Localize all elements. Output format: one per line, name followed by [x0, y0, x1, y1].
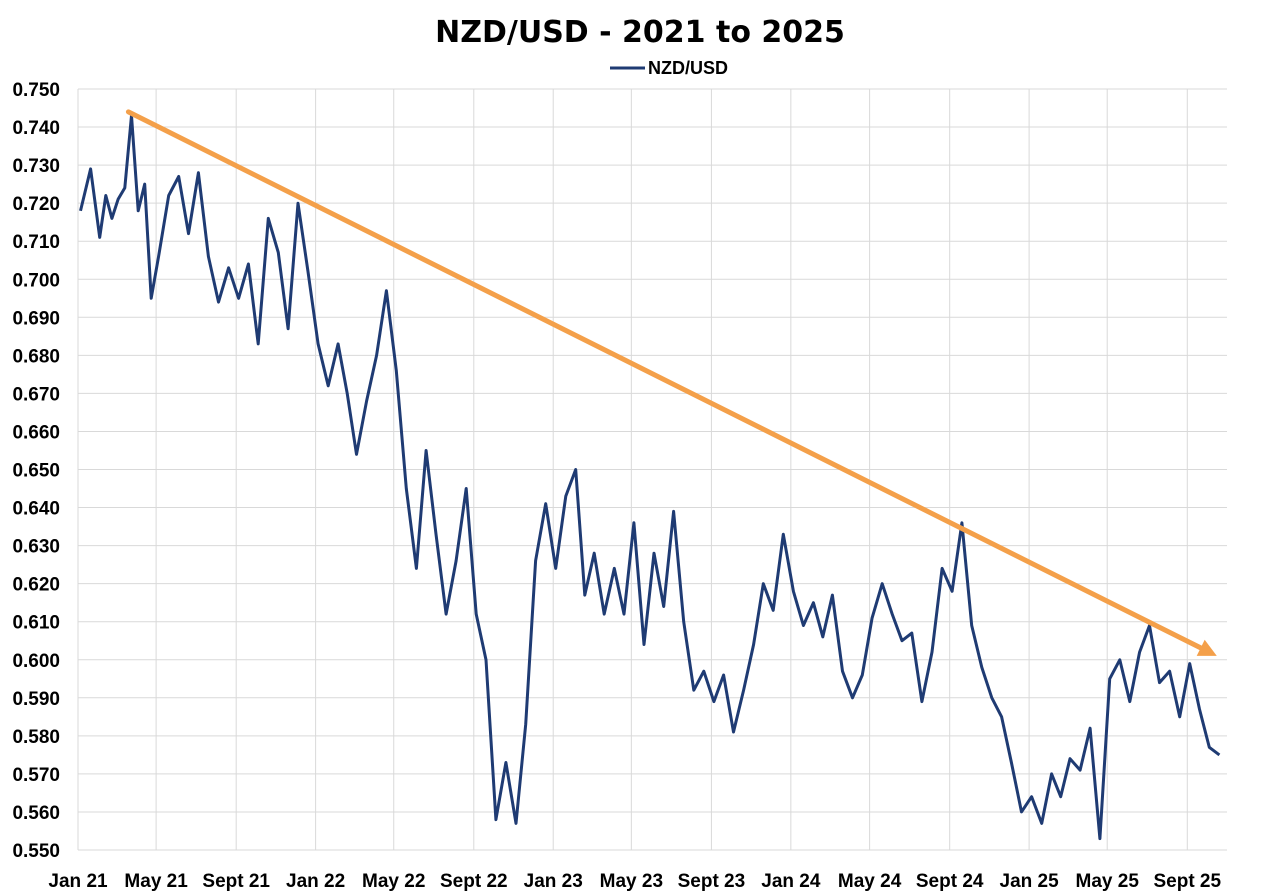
trendline — [125, 109, 1217, 656]
y-tick-label: 0.620 — [12, 575, 60, 596]
y-tick-label: 0.730 — [12, 156, 60, 177]
y-tick-label: 0.720 — [12, 194, 60, 215]
y-tick-label: 0.590 — [12, 689, 60, 710]
x-tick-label: Sept 24 — [916, 871, 984, 892]
y-tick-label: 0.560 — [12, 803, 60, 824]
y-tick-label: 0.710 — [12, 232, 60, 253]
x-tick-label: May 25 — [1076, 871, 1140, 892]
y-tick-label: 0.700 — [12, 270, 60, 291]
y-tick-label: 0.640 — [12, 499, 60, 520]
series-line-nzd-usd — [79, 114, 1221, 841]
x-tick-label: Jan 22 — [286, 871, 345, 892]
x-tick-label: Jan 23 — [524, 871, 583, 892]
y-tick-label: 0.690 — [12, 308, 60, 329]
y-tick-label: 0.570 — [12, 765, 60, 786]
y-tick-label: 0.550 — [12, 841, 60, 862]
y-tick-label: 0.610 — [12, 613, 60, 634]
y-tick-label: 0.600 — [12, 651, 60, 672]
x-tick-label: May 24 — [838, 871, 902, 892]
y-tick-label: 0.660 — [12, 422, 60, 443]
x-tick-label: Jan 24 — [761, 871, 821, 892]
y-axis-ticks: 0.550 0.560 0.570 0.580 0.590 0.600 0.610 0.620… — [12, 80, 60, 862]
y-tick-label: 0.740 — [12, 118, 60, 139]
x-axis-ticks: Jan 21 May 21 Sept 21 Jan 22 May 22 Sept 22 Ja… — [48, 871, 1221, 892]
x-tick-label: May 21 — [124, 871, 188, 892]
x-tick-label: Sept 22 — [440, 871, 508, 892]
trendline-arrowhead — [1196, 639, 1217, 656]
y-tick-label: 0.750 — [12, 80, 60, 101]
x-tick-label: Sept 23 — [678, 871, 746, 892]
y-tick-label: 0.650 — [12, 461, 60, 482]
x-tick-label: Jan 21 — [48, 871, 108, 892]
x-tick-label: Sept 25 — [1153, 871, 1221, 892]
y-tick-label: 0.580 — [12, 727, 60, 748]
y-tick-label: 0.670 — [12, 384, 60, 405]
trendline-line — [125, 109, 1204, 651]
legend-label-nzd-usd: NZD/USD — [648, 58, 728, 78]
chart-title: NZD/USD - 2021 to 2025 — [435, 15, 845, 50]
x-tick-label: Jan 25 — [1000, 871, 1060, 892]
y-tick-label: 0.680 — [12, 346, 60, 367]
x-tick-label: May 23 — [600, 871, 663, 892]
x-tick-label: Sept 21 — [202, 871, 270, 892]
x-tick-label: May 22 — [362, 871, 425, 892]
y-tick-label: 0.630 — [12, 537, 60, 558]
grid — [77, 88, 1227, 851]
legend: NZD/USD — [610, 58, 728, 78]
